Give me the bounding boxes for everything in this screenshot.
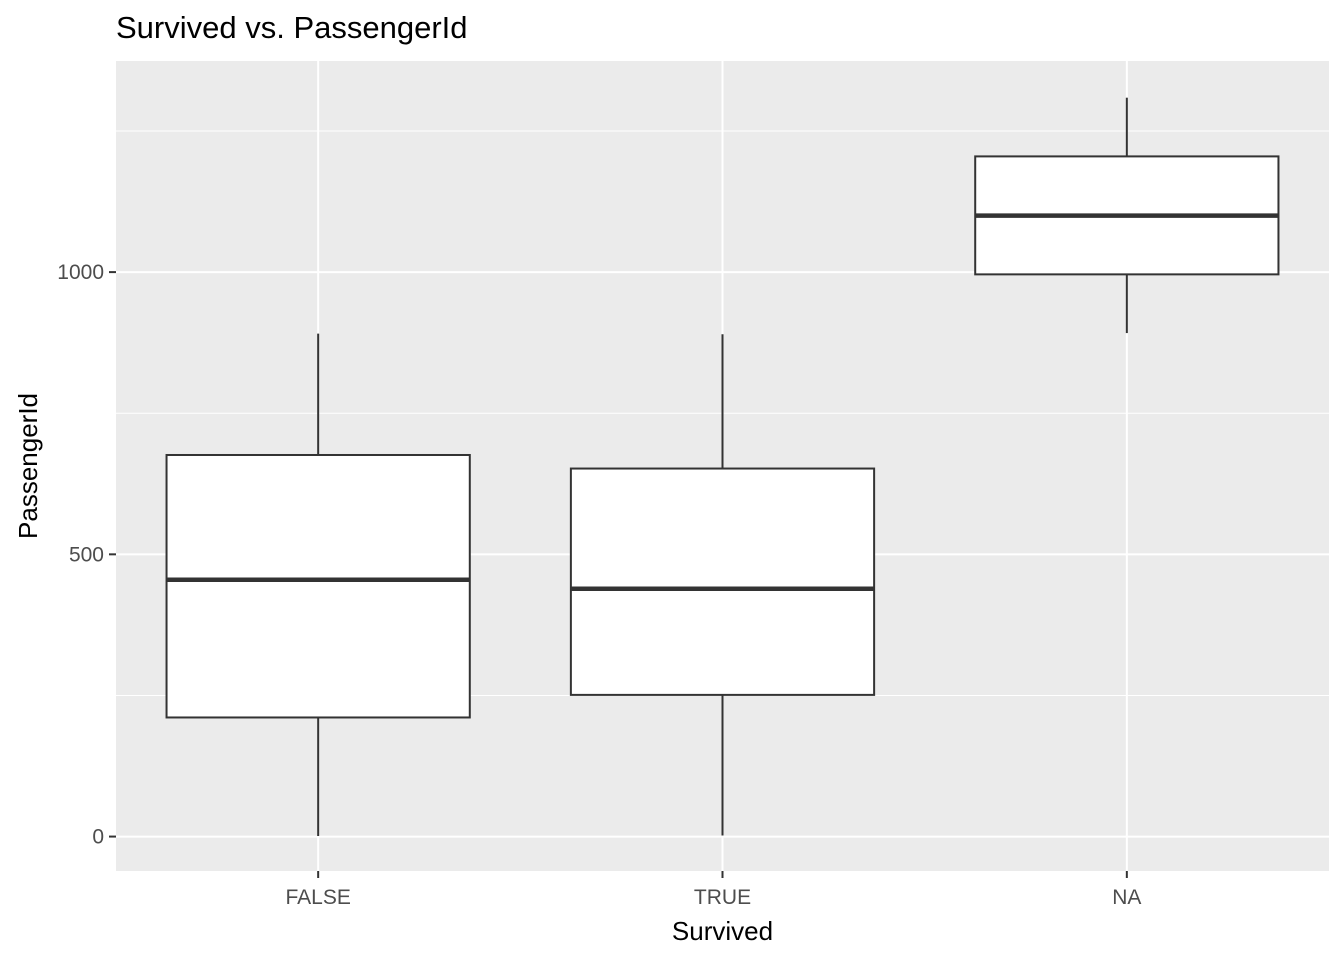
x-tick-label: FALSE xyxy=(285,886,350,909)
axes-layer: 0 500 1000 FALSE TRUE NA xyxy=(57,261,1141,909)
x-axis-title: Survived xyxy=(672,916,773,946)
boxes-layer xyxy=(165,97,1280,837)
box-iqr xyxy=(569,467,876,696)
box-iqr xyxy=(165,453,471,719)
y-tick-label: 500 xyxy=(69,543,104,566)
x-tick-label: NA xyxy=(1112,886,1141,909)
chart-title: Survived vs. PassengerId xyxy=(116,10,468,45)
y-tick-label: 1000 xyxy=(57,261,104,284)
box-true xyxy=(569,334,876,836)
box-false xyxy=(165,333,471,837)
box-na xyxy=(974,97,1280,334)
x-tick-label: TRUE xyxy=(694,886,751,909)
y-axis-title: PassengerId xyxy=(13,393,43,539)
y-tick-label: 0 xyxy=(92,826,104,849)
